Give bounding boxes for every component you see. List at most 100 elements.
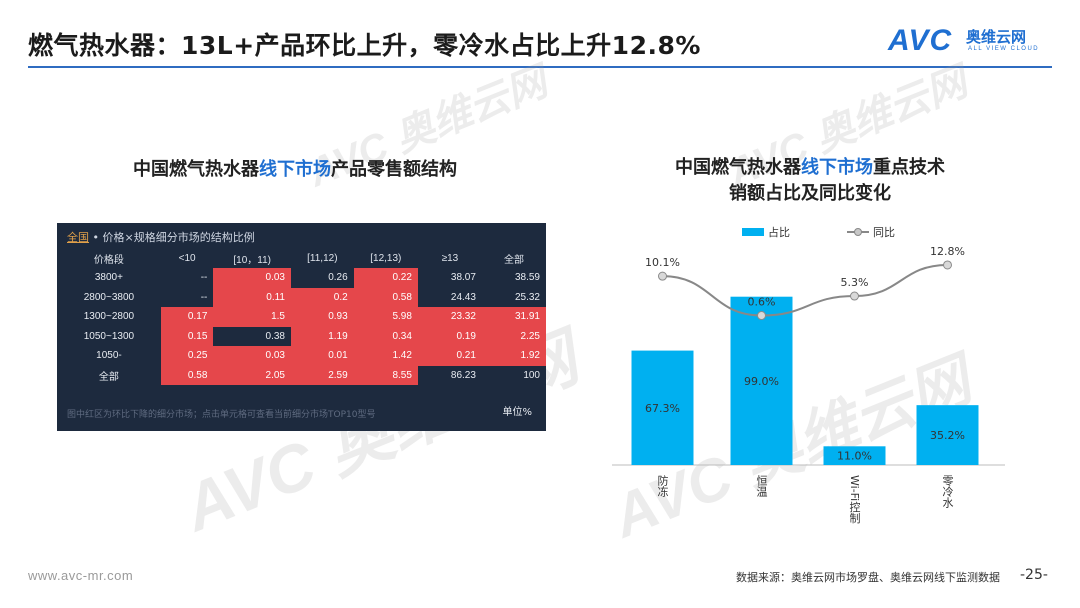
table-cell[interactable]: 0.01 xyxy=(291,346,354,366)
region-link[interactable]: 全国 xyxy=(67,231,89,244)
title-part: 重点技术 xyxy=(873,157,945,178)
table-row: 全部 0.58 2.05 2.59 8.55 86.23 100 xyxy=(57,365,546,385)
table-cell[interactable]: 2.25 xyxy=(481,326,546,346)
table-cell[interactable]: 0.58 xyxy=(160,365,214,385)
table-cell[interactable]: 0.93 xyxy=(291,307,354,327)
table-cell[interactable]: 24.43 xyxy=(417,287,482,307)
row-label: 1050~1300 xyxy=(83,330,135,342)
right-section-title: 中国燃气热水器线下市场重点技术 销额占比及同比变化 xyxy=(600,155,1020,207)
column-header: ≥13 xyxy=(441,253,459,264)
table-row: 2800~3800 -- 0.11 0.2 0.58 24.43 25.32 xyxy=(57,287,546,307)
table-body: 3800+ -- 0.03 0.26 0.22 38.07 38.59 2800~3800 --… xyxy=(57,268,546,385)
table-cell[interactable]: 0.26 xyxy=(291,268,354,288)
table-cell[interactable]: 0.38 xyxy=(213,326,291,346)
table-cell[interactable]: 1.5 xyxy=(213,307,291,327)
table-row: 1050~1300 0.15 0.38 1.19 0.34 0.19 2.25 xyxy=(57,326,546,346)
table-cell[interactable]: 38.07 xyxy=(417,268,482,288)
yoy-line xyxy=(662,263,948,317)
table-row: 1050- 0.25 0.03 0.01 1.42 0.21 1.92 xyxy=(57,346,546,366)
page-number: -25- xyxy=(1020,567,1048,583)
unit-label: 单位% xyxy=(502,407,532,418)
bar xyxy=(730,296,793,465)
yoy-point xyxy=(757,311,766,321)
legend-bar-swatch xyxy=(742,228,764,236)
yoy-data-label: 10.1% xyxy=(645,256,680,269)
panel-header-text: • 价格×规格细分市场的结构比例 xyxy=(89,231,255,244)
yoy-data-label: 5.3% xyxy=(841,276,869,289)
table-cell[interactable]: 2.59 xyxy=(291,365,354,385)
yoy-data-label: 12.8% xyxy=(930,245,965,258)
legend-line-label: 同比 xyxy=(873,226,895,239)
table-cell[interactable]: 25.32 xyxy=(481,287,546,307)
table-cell[interactable]: 1.19 xyxy=(291,326,354,346)
row-label: 1300~2800 xyxy=(83,311,135,323)
column-header: [10，11) xyxy=(233,255,271,266)
category-label: 防冻 xyxy=(656,474,669,497)
table-cell[interactable]: 0.21 xyxy=(417,346,482,366)
price-spec-structure-panel: 全国 • 价格×规格细分市场的结构比例 价格段 <10 [10，11) [11,12)… xyxy=(57,223,546,431)
table-cell[interactable]: 5.98 xyxy=(353,307,418,327)
table-header-row: 价格段 <10 [10，11) [11,12) [12,13) ≥13 全部 xyxy=(57,249,546,268)
table-cell[interactable]: 0.2 xyxy=(291,287,354,307)
title-part: 中国燃气热水器 xyxy=(675,157,801,178)
bar xyxy=(823,446,886,465)
column-header: [11,12) xyxy=(307,253,338,264)
table-cell[interactable]: 0.25 xyxy=(160,346,214,366)
tech-share-chart: 67.3% 防冻 99.0% 恒温 11.0% Wi-Fi控制 35.2% 零冷水 10.1% 0… xyxy=(612,245,1005,523)
table-row: 1300~2800 0.17 1.5 0.93 5.98 23.32 31.91 xyxy=(57,307,546,327)
title-part: 产品零售额结构 xyxy=(331,159,457,180)
title-divider xyxy=(28,66,1052,68)
page-title: 燃气热水器：13L+产品环比上升，零冷水占比上升12.8% xyxy=(28,31,701,60)
panel-note: 图中红区为环比下降的细分市场；点击单元格可查看当前细分市场TOP10型号 xyxy=(67,410,376,420)
yoy-data-label: 0.6% xyxy=(748,296,776,309)
title-highlight: 线下市场 xyxy=(259,159,331,180)
table-cell[interactable]: 0.03 xyxy=(213,346,291,366)
structure-table: 价格段 <10 [10，11) [11,12) [12,13) ≥13 全部 3800+ --… xyxy=(57,249,546,385)
table-cell[interactable]: -- xyxy=(160,268,214,288)
bar-data-label: 35.2% xyxy=(930,429,965,442)
logo-cn-text: 奥维云网 xyxy=(966,28,1027,46)
table-cell[interactable]: 0.15 xyxy=(160,326,214,346)
table-cell[interactable]: 38.59 xyxy=(481,268,546,288)
table-cell[interactable]: 2.05 xyxy=(213,365,291,385)
table-cell[interactable]: 0.03 xyxy=(213,268,291,288)
table-cell[interactable]: -- xyxy=(160,287,214,307)
yoy-point xyxy=(943,260,952,270)
category-label: 恒温 xyxy=(755,475,768,497)
footer-source: 数据来源：奥维云网市场罗盘、奥维云网线下监测数据 xyxy=(736,571,1000,584)
footer-url[interactable]: www.avc-mr.com xyxy=(28,568,134,583)
table-cell[interactable]: 8.55 xyxy=(353,365,418,385)
avc-logo: AVC 奥维云网 ALL VIEW CLOUD xyxy=(888,24,1058,58)
logo-en-text: ALL VIEW CLOUD xyxy=(968,46,1040,52)
table-cell[interactable]: 100 xyxy=(481,365,546,385)
column-header: [12,13) xyxy=(370,253,402,264)
right-title-line2: 销额占比及同比变化 xyxy=(729,183,891,204)
row-label: 全部 xyxy=(98,371,119,383)
table-cell[interactable]: 31.91 xyxy=(481,307,546,327)
row-label: 2800~3800 xyxy=(83,291,135,303)
table-cell[interactable]: 0.34 xyxy=(353,326,418,346)
category-label: Wi-Fi控制 xyxy=(848,475,861,523)
bar xyxy=(916,405,979,465)
legend-bar-label: 占比 xyxy=(768,226,790,239)
table-cell[interactable]: 0.22 xyxy=(353,268,418,288)
bar xyxy=(631,350,694,465)
table-cell[interactable]: 0.19 xyxy=(417,326,482,346)
table-cell[interactable]: 0.17 xyxy=(160,307,214,327)
table-cell[interactable]: 23.32 xyxy=(417,307,482,327)
table-cell[interactable]: 0.58 xyxy=(353,287,418,307)
panel-header: 全国 • 价格×规格细分市场的结构比例 xyxy=(67,229,255,245)
row-label: 1050- xyxy=(96,350,122,362)
table-cell[interactable]: 1.42 xyxy=(353,346,418,366)
bar-data-label: 11.0% xyxy=(837,450,872,463)
column-header: 全部 xyxy=(503,255,524,266)
right-title-line1: 中国燃气热水器线下市场重点技术 xyxy=(600,155,1020,181)
table-cell[interactable]: 0.11 xyxy=(213,287,291,307)
table-cell[interactable]: 1.92 xyxy=(481,346,546,366)
table-cell[interactable]: 86.23 xyxy=(417,365,482,385)
category-label: 零冷水 xyxy=(941,475,954,508)
row-label: 3800+ xyxy=(94,272,123,284)
title-part: 中国燃气热水器 xyxy=(133,159,259,180)
table-row: 3800+ -- 0.03 0.26 0.22 38.07 38.59 xyxy=(57,268,546,288)
column-header: 价格段 xyxy=(93,255,124,266)
